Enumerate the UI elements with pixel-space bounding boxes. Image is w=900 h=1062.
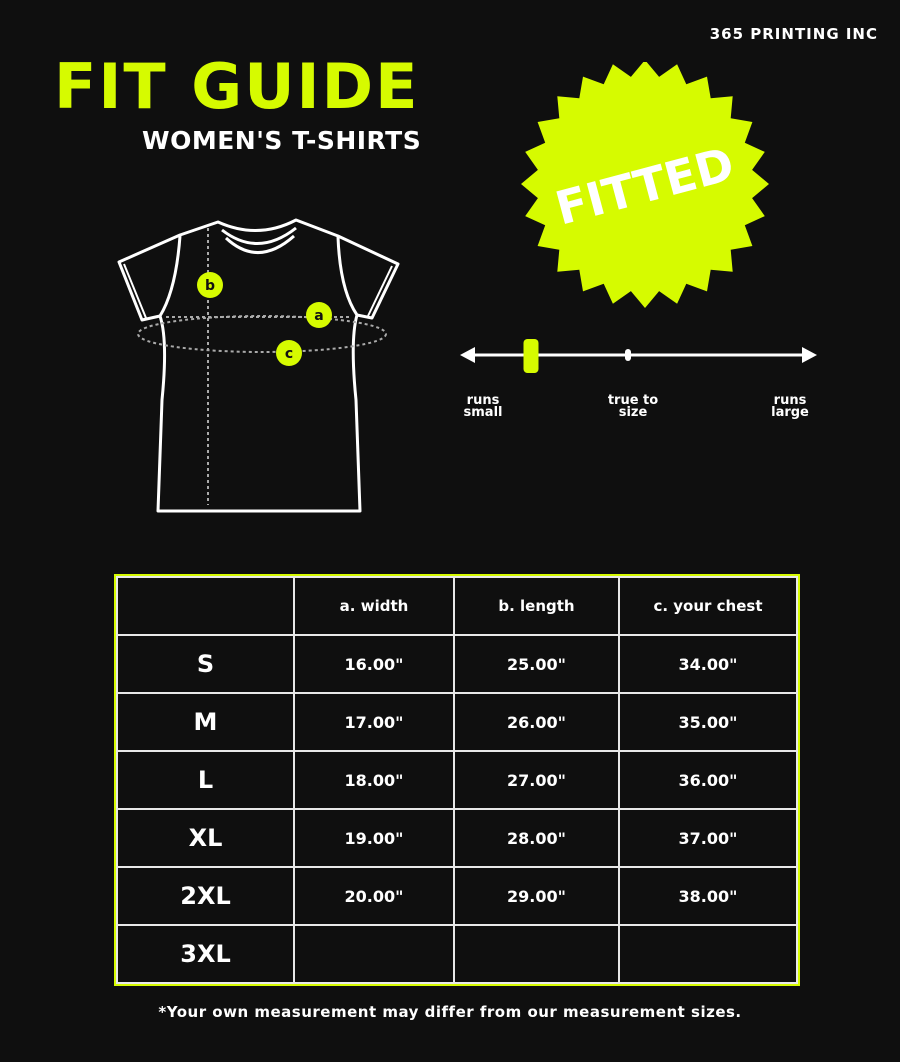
size-table: a. width b. length c. your chest S 16.00"… [114,574,800,986]
cell-size: L [116,750,295,810]
true-to-size-marker [625,349,631,361]
arrow-right-icon [802,347,817,363]
cell-size: 2XL [116,866,295,926]
shirt-outline [117,218,400,513]
cell-length [453,924,620,984]
runs-small-label: runs small [463,393,503,420]
table-row: M 17.00" 26.00" 35.00" [116,692,798,752]
label-b: b [197,272,223,298]
arrow-left-icon [460,347,475,363]
header-cell: b. length [453,576,620,636]
cell-chest: 36.00" [618,750,798,810]
cell-chest: 38.00" [618,866,798,926]
page-title: FIT GUIDE [54,50,420,123]
fit-scale: runs small true to size runs large [455,335,825,435]
cell-chest [618,924,798,984]
cell-length: 28.00" [453,808,620,868]
cell-size: M [116,692,295,752]
cell-width [293,924,455,984]
cell-width: 17.00" [293,692,455,752]
cell-width: 20.00" [293,866,455,926]
cell-length: 27.00" [453,750,620,810]
tshirt-diagram: b a c [117,218,400,513]
header-cell: c. your chest [618,576,798,636]
page-subtitle: WOMEN'S T-SHIRTS [142,126,422,155]
starburst-shape [521,62,769,308]
table-row: 2XL 20.00" 29.00" 38.00" [116,866,798,926]
true-to-size-label: true to size [607,393,659,420]
cell-chest: 34.00" [618,634,798,694]
cell-length: 29.00" [453,866,620,926]
cell-size: S [116,634,295,694]
label-a: a [306,302,332,328]
table-row: S 16.00" 25.00" 34.00" [116,634,798,694]
cell-width: 18.00" [293,750,455,810]
header-cell: a. width [293,576,455,636]
cell-size: 3XL [116,924,295,984]
fitted-badge: FITTED [521,62,769,308]
label-a-text: a [314,308,323,324]
cell-chest: 37.00" [618,808,798,868]
cell-length: 26.00" [453,692,620,752]
fit-indicator [523,339,539,373]
table-row: L 18.00" 27.00" 36.00" [116,750,798,810]
cell-width: 19.00" [293,808,455,868]
cell-length: 25.00" [453,634,620,694]
header-cell [116,576,295,636]
brand-name: 365 PRINTING INC [709,25,878,43]
cell-width: 16.00" [293,634,455,694]
label-b-text: b [205,278,215,294]
table-row: 3XL [116,924,798,984]
cell-size: XL [116,808,295,868]
runs-large-label: runs large [771,393,809,420]
footnote: *Your own measurement may differ from ou… [158,1003,742,1021]
table-row: XL 19.00" 28.00" 37.00" [116,808,798,868]
label-c: c [276,340,302,366]
cell-chest: 35.00" [618,692,798,752]
table-header-row: a. width b. length c. your chest [116,576,798,636]
label-c-text: c [285,346,293,362]
